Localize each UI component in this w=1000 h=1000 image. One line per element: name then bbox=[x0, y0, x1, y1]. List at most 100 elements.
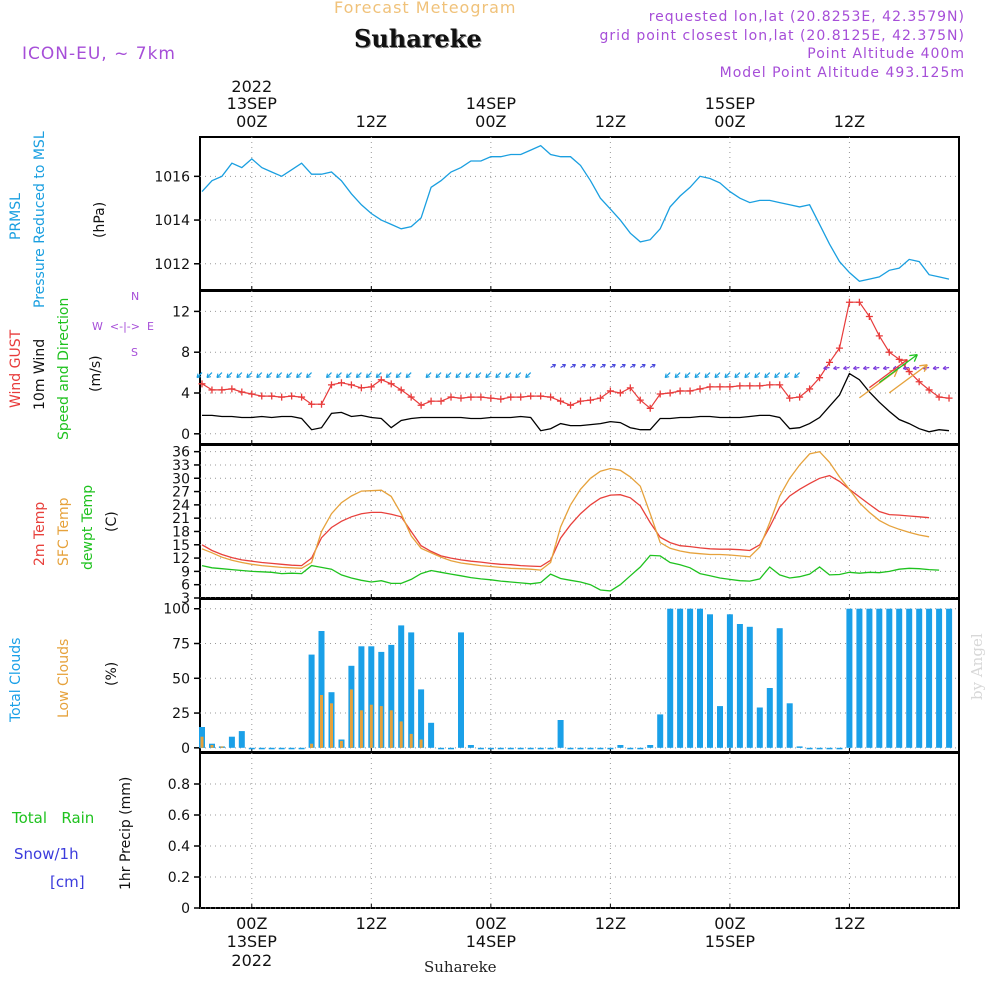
wind-arrow-head bbox=[784, 373, 789, 379]
compass-e: E bbox=[146, 320, 154, 333]
gust-point bbox=[826, 358, 834, 366]
cloud-total-bar bbox=[507, 747, 514, 750]
wind-arrow-head bbox=[465, 373, 471, 379]
wind-arrow bbox=[385, 372, 392, 379]
y-tick-label: 36 bbox=[172, 445, 190, 461]
cloud-total-bar bbox=[896, 608, 903, 748]
wind-arrow bbox=[525, 372, 532, 379]
cloud-low-bar bbox=[389, 710, 393, 748]
gust-point bbox=[527, 392, 535, 400]
gust-point bbox=[766, 381, 774, 389]
wind-arrow-head bbox=[744, 373, 749, 379]
cloud-total-bar bbox=[408, 632, 415, 748]
wind-arrow-head bbox=[872, 365, 877, 371]
gust-point bbox=[616, 389, 624, 397]
wind-arrow-head bbox=[582, 363, 586, 368]
cloud-total-bar bbox=[428, 722, 435, 748]
y-tick-label: 21 bbox=[172, 511, 190, 527]
wind-arrow-head bbox=[266, 373, 271, 379]
gust-point bbox=[397, 386, 405, 394]
gust-point bbox=[686, 387, 694, 395]
cloud-total-bar bbox=[418, 689, 425, 748]
gust-point bbox=[337, 379, 345, 387]
gust-point bbox=[736, 382, 744, 390]
wind-arrow-head bbox=[355, 373, 361, 379]
y-tick-label: 24 bbox=[172, 498, 190, 514]
wind-arrow-head bbox=[902, 365, 907, 371]
cloud-total-bar bbox=[258, 747, 265, 750]
wind-arrow bbox=[336, 372, 342, 379]
bottom-day-label: 13SEP bbox=[227, 932, 278, 951]
gust-point bbox=[656, 390, 664, 398]
cloud-low-bar bbox=[320, 695, 323, 748]
precip-snow-label: Snow/1h bbox=[14, 845, 79, 863]
wind-arrow bbox=[256, 372, 263, 379]
wind-arrow-head bbox=[385, 373, 391, 379]
chart-subtitle: Forecast Meteogram bbox=[334, 0, 517, 17]
cloud-total-bar bbox=[438, 747, 445, 750]
cloud-total-bar bbox=[766, 688, 773, 748]
cloud-total-bar bbox=[537, 747, 544, 750]
wind-arrow-head bbox=[602, 363, 606, 368]
cloud-total-bar bbox=[617, 745, 624, 748]
wind-arrow bbox=[455, 372, 462, 379]
wind-arrow-head bbox=[942, 365, 947, 371]
point-altitude: Point Altitude 400m bbox=[807, 46, 965, 62]
wind-arrow bbox=[206, 372, 213, 379]
wind-arrow-head bbox=[216, 373, 222, 379]
gust-point bbox=[407, 393, 415, 401]
gust-point bbox=[875, 332, 883, 340]
gust-point bbox=[706, 383, 714, 391]
bottom-year-label: 2022 bbox=[231, 951, 272, 970]
cloud-total-bar bbox=[876, 608, 883, 748]
cloud-total-bar bbox=[268, 747, 275, 750]
gust-point bbox=[268, 392, 276, 400]
gust-point bbox=[845, 298, 853, 306]
series-gust-line bbox=[201, 301, 950, 410]
gust-point bbox=[576, 397, 584, 405]
series-wind-line bbox=[202, 372, 950, 433]
wind-arrow-head bbox=[734, 373, 739, 379]
bottom-hour-label: 12Z bbox=[595, 914, 626, 933]
gust-point bbox=[626, 384, 634, 392]
cloud-total-bar bbox=[497, 747, 504, 750]
cloud-total-bar bbox=[597, 747, 604, 750]
top-day-label: 13SEP bbox=[227, 94, 278, 113]
cloud-low-bar bbox=[310, 743, 314, 748]
cloud-total-bar bbox=[458, 632, 464, 748]
wind-arrow-head bbox=[286, 373, 291, 379]
wind-arrow-head bbox=[435, 373, 441, 379]
cloud-low-bar bbox=[210, 745, 214, 748]
strong-wind-arrow-head bbox=[919, 364, 928, 373]
cloud-total-bar bbox=[467, 745, 474, 748]
gust-point bbox=[596, 394, 604, 402]
wind-arrow-head bbox=[862, 365, 867, 371]
gust-point bbox=[885, 348, 893, 356]
wind-arrow-head bbox=[651, 363, 656, 368]
gust-point bbox=[208, 386, 216, 394]
wind-arrow bbox=[236, 372, 243, 379]
model-altitude: Model Point Altitude 493.125m bbox=[719, 65, 965, 81]
cloud-low-bar bbox=[399, 721, 403, 748]
wind-arrow-head bbox=[296, 373, 301, 379]
wind-arrow bbox=[714, 372, 721, 379]
wind-arrow bbox=[286, 372, 293, 379]
wind-arrow-head bbox=[276, 373, 281, 379]
wind-arrow-head bbox=[704, 373, 710, 379]
wind-arrow-head bbox=[395, 373, 401, 379]
y-tick-label: 0.4 bbox=[168, 839, 190, 855]
wind-arrow bbox=[664, 372, 671, 379]
top-hour-label: 12Z bbox=[356, 112, 387, 131]
gust-point bbox=[776, 381, 784, 389]
wind-arrow-head bbox=[774, 373, 779, 379]
gust-point bbox=[377, 376, 385, 384]
cloud-total-bar bbox=[238, 731, 245, 748]
wind-arrow-head bbox=[206, 373, 212, 379]
gust-point bbox=[915, 378, 923, 386]
cloud-total-bar bbox=[288, 747, 295, 750]
strong-wind-arrow bbox=[878, 354, 918, 384]
wind-arrow-head bbox=[843, 365, 847, 371]
cloud-total-bar bbox=[318, 631, 325, 748]
cloud-total-bar bbox=[717, 706, 723, 748]
